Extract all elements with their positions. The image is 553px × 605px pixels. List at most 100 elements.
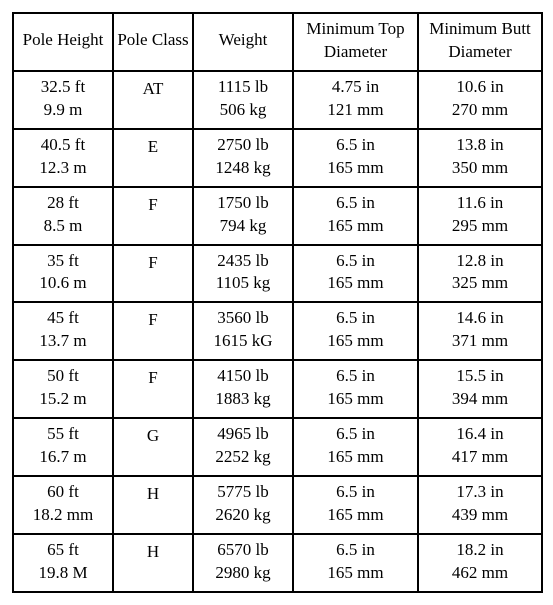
cell-weight-imperial: 2750 lb xyxy=(196,134,290,157)
cell-top-diameter-metric: 165 mm xyxy=(296,215,415,238)
cell-pole-class-value: E xyxy=(116,136,190,159)
cell-pole-height: 55 ft16.7 m xyxy=(13,418,113,476)
cell-pole-class-value: F xyxy=(116,252,190,275)
cell-weight: 5775 lb2620 kg xyxy=(193,476,293,534)
cell-pole-class: F xyxy=(113,187,193,245)
cell-pole-height: 45 ft13.7 m xyxy=(13,302,113,360)
cell-pole-height-imperial: 50 ft xyxy=(16,365,110,388)
col-header-min-top-diameter: Minimum Top Diameter xyxy=(293,13,418,71)
cell-weight-metric: 1105 kg xyxy=(196,272,290,295)
cell-weight: 4965 lb2252 kg xyxy=(193,418,293,476)
table-row: 28 ft8.5 mF1750 lb794 kg6.5 in165 mm11.6… xyxy=(13,187,542,245)
cell-butt-diameter: 16.4 in417 mm xyxy=(418,418,542,476)
cell-pole-height-imperial: 32.5 ft xyxy=(16,76,110,99)
cell-top-diameter: 4.75 in121 mm xyxy=(293,71,418,129)
cell-weight-imperial: 1115 lb xyxy=(196,76,290,99)
cell-pole-class: H xyxy=(113,476,193,534)
cell-weight-metric: 2252 kg xyxy=(196,446,290,469)
cell-top-diameter-imperial: 4.75 in xyxy=(296,76,415,99)
table-row: 60 ft18.2 mmH5775 lb2620 kg6.5 in165 mm1… xyxy=(13,476,542,534)
cell-weight-imperial: 4150 lb xyxy=(196,365,290,388)
cell-butt-diameter-metric: 439 mm xyxy=(421,504,539,527)
cell-pole-height: 60 ft18.2 mm xyxy=(13,476,113,534)
cell-top-diameter-metric: 165 mm xyxy=(296,446,415,469)
cell-pole-class-value: G xyxy=(116,425,190,448)
cell-top-diameter-metric: 121 mm xyxy=(296,99,415,122)
table-row: 35 ft10.6 mF2435 lb1105 kg6.5 in165 mm12… xyxy=(13,245,542,303)
cell-butt-diameter: 12.8 in325 mm xyxy=(418,245,542,303)
table-row: 50 ft15.2 mF4150 lb1883 kg6.5 in165 mm15… xyxy=(13,360,542,418)
cell-pole-height-metric: 18.2 mm xyxy=(16,504,110,527)
cell-pole-height-metric: 10.6 m xyxy=(16,272,110,295)
cell-top-diameter: 6.5 in165 mm xyxy=(293,302,418,360)
cell-top-diameter-imperial: 6.5 in xyxy=(296,192,415,215)
cell-butt-diameter-metric: 417 mm xyxy=(421,446,539,469)
cell-weight: 4150 lb1883 kg xyxy=(193,360,293,418)
cell-butt-diameter: 10.6 in270 mm xyxy=(418,71,542,129)
cell-pole-height-metric: 19.8 M xyxy=(16,562,110,585)
cell-pole-class: H xyxy=(113,534,193,592)
cell-pole-class: F xyxy=(113,360,193,418)
cell-pole-class-value: F xyxy=(116,309,190,332)
cell-pole-height-metric: 15.2 m xyxy=(16,388,110,411)
cell-pole-height-metric: 12.3 m xyxy=(16,157,110,180)
cell-weight: 1115 lb506 kg xyxy=(193,71,293,129)
cell-weight-metric: 1883 kg xyxy=(196,388,290,411)
cell-butt-diameter-metric: 371 mm xyxy=(421,330,539,353)
cell-weight-metric: 2620 kg xyxy=(196,504,290,527)
cell-pole-class-value: H xyxy=(116,483,190,506)
cell-butt-diameter: 14.6 in371 mm xyxy=(418,302,542,360)
table-header: Pole Height Pole Class Weight Minimum To… xyxy=(13,13,542,71)
col-header-pole-class: Pole Class xyxy=(113,13,193,71)
cell-top-diameter-metric: 165 mm xyxy=(296,330,415,353)
cell-top-diameter: 6.5 in165 mm xyxy=(293,418,418,476)
cell-pole-height: 35 ft10.6 m xyxy=(13,245,113,303)
cell-weight: 2435 lb1105 kg xyxy=(193,245,293,303)
cell-top-diameter-imperial: 6.5 in xyxy=(296,250,415,273)
cell-pole-height: 40.5 ft12.3 m xyxy=(13,129,113,187)
cell-top-diameter-imperial: 6.5 in xyxy=(296,423,415,446)
cell-top-diameter: 6.5 in165 mm xyxy=(293,360,418,418)
cell-butt-diameter-metric: 295 mm xyxy=(421,215,539,238)
cell-pole-height-imperial: 35 ft xyxy=(16,250,110,273)
cell-butt-diameter-imperial: 16.4 in xyxy=(421,423,539,446)
table-row: 45 ft13.7 mF3560 lb1615 kG6.5 in165 mm14… xyxy=(13,302,542,360)
col-header-min-butt-diameter: Minimum Butt Diameter xyxy=(418,13,542,71)
cell-butt-diameter-imperial: 12.8 in xyxy=(421,250,539,273)
cell-weight-metric: 2980 kg xyxy=(196,562,290,585)
cell-pole-height: 28 ft8.5 m xyxy=(13,187,113,245)
cell-butt-diameter-metric: 394 mm xyxy=(421,388,539,411)
table-body: 32.5 ft9.9 mAT1115 lb506 kg4.75 in121 mm… xyxy=(13,71,542,592)
cell-pole-height-metric: 8.5 m xyxy=(16,215,110,238)
cell-weight-metric: 506 kg xyxy=(196,99,290,122)
cell-top-diameter-imperial: 6.5 in xyxy=(296,539,415,562)
cell-top-diameter-metric: 165 mm xyxy=(296,562,415,585)
cell-butt-diameter-metric: 270 mm xyxy=(421,99,539,122)
cell-weight-imperial: 6570 lb xyxy=(196,539,290,562)
cell-pole-class-value: F xyxy=(116,194,190,217)
cell-pole-class-value: F xyxy=(116,367,190,390)
cell-butt-diameter-imperial: 18.2 in xyxy=(421,539,539,562)
cell-pole-height: 32.5 ft9.9 m xyxy=(13,71,113,129)
cell-pole-height-imperial: 55 ft xyxy=(16,423,110,446)
cell-top-diameter-metric: 165 mm xyxy=(296,504,415,527)
pole-spec-table: Pole Height Pole Class Weight Minimum To… xyxy=(12,12,543,593)
cell-top-diameter: 6.5 in165 mm xyxy=(293,476,418,534)
table-row: 32.5 ft9.9 mAT1115 lb506 kg4.75 in121 mm… xyxy=(13,71,542,129)
cell-top-diameter-imperial: 6.5 in xyxy=(296,481,415,504)
table-row: 55 ft16.7 mG4965 lb2252 kg6.5 in165 mm16… xyxy=(13,418,542,476)
cell-top-diameter: 6.5 in165 mm xyxy=(293,245,418,303)
cell-weight-metric: 1248 kg xyxy=(196,157,290,180)
cell-top-diameter-metric: 165 mm xyxy=(296,157,415,180)
cell-pole-class: E xyxy=(113,129,193,187)
header-text: Weight xyxy=(196,29,290,52)
cell-weight-imperial: 4965 lb xyxy=(196,423,290,446)
header-text: Pole Class xyxy=(116,29,190,52)
cell-top-diameter-imperial: 6.5 in xyxy=(296,134,415,157)
cell-weight-imperial: 1750 lb xyxy=(196,192,290,215)
cell-pole-class-value: H xyxy=(116,541,190,564)
cell-pole-height-imperial: 65 ft xyxy=(16,539,110,562)
cell-butt-diameter-imperial: 13.8 in xyxy=(421,134,539,157)
cell-pole-class: G xyxy=(113,418,193,476)
cell-butt-diameter-metric: 462 mm xyxy=(421,562,539,585)
